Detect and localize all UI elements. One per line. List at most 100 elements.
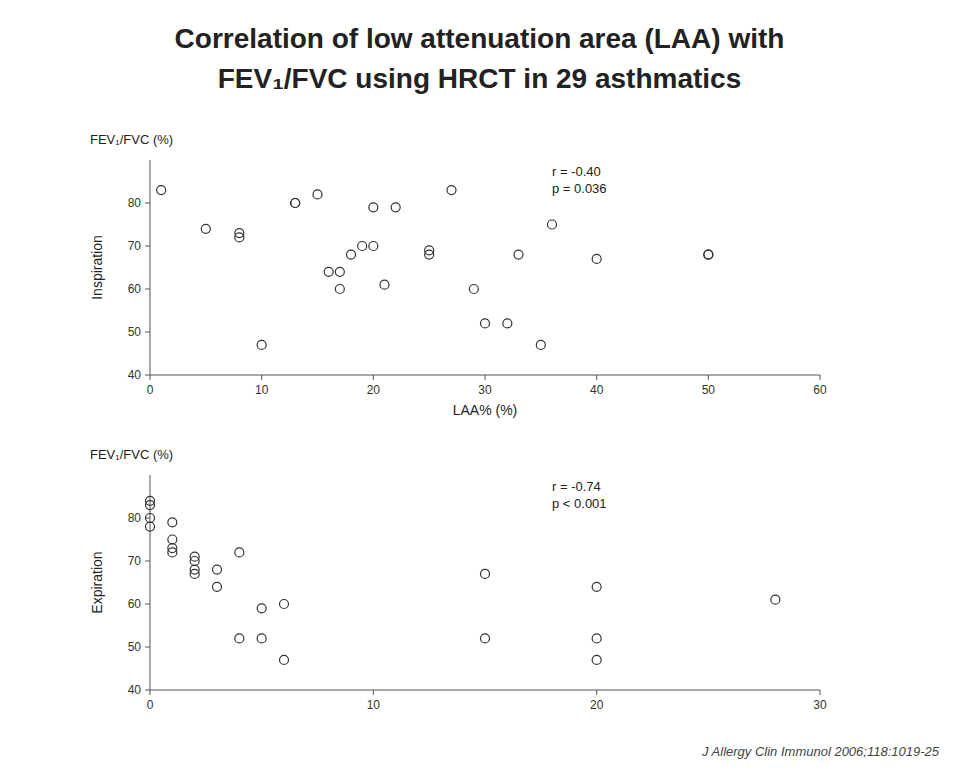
y-axis-line [150,475,151,690]
y-tick [145,561,150,562]
x-tick [373,375,374,380]
y-tick [145,647,150,648]
y-axis-label: Expiration [89,551,105,613]
point [481,569,490,578]
y-tick-label: 80 [128,511,142,525]
point [335,267,344,276]
plot: 01020304050604050607080LAA% (%)Inspirati… [89,132,827,418]
point [447,186,456,195]
plot-title: FEV₁/FVC (%) [90,447,173,462]
x-tick-label: 10 [367,698,381,712]
point [380,280,389,289]
y-axis-line [150,160,151,375]
point [168,535,177,544]
point [592,634,601,643]
y-tick-label: 60 [128,282,142,296]
point [481,319,490,328]
point [369,203,378,212]
point [503,319,512,328]
y-tick-label: 40 [128,683,142,697]
marks [157,186,713,350]
x-axis-label: LAA% (%) [453,402,518,418]
point [280,655,289,664]
point [257,340,266,349]
point [469,285,478,294]
x-tick-label: 0 [147,383,154,397]
title: Correlation of low attenuation area (LAA… [175,23,785,54]
x-axis-line [150,690,820,691]
point [201,224,210,233]
y-tick-label: 70 [128,239,142,253]
annotation: r = -0.40 [552,164,601,179]
point [257,604,266,613]
point [536,340,545,349]
point [324,267,333,276]
citation: J Allergy Clin Immunol 2006;118:1019-25 [701,744,940,759]
x-tick [820,375,821,380]
x-tick-label: 50 [702,383,716,397]
x-tick-label: 30 [478,383,492,397]
x-tick [485,375,486,380]
point [592,655,601,664]
point [190,569,199,578]
plot: 01020304050607080ExpirationFEV₁/FVC (%)r… [89,447,827,712]
y-tick-label: 80 [128,196,142,210]
point [391,203,400,212]
y-tick-label: 50 [128,640,142,654]
x-tick [150,375,151,380]
y-tick [145,203,150,204]
y-tick [145,375,150,376]
point [235,233,244,242]
y-tick-label: 40 [128,368,142,382]
point [358,242,367,251]
marks [146,496,780,664]
x-tick-label: 60 [813,383,827,397]
x-tick [596,375,597,380]
point [235,548,244,557]
point [213,582,222,591]
point [369,242,378,251]
x-tick-label: 40 [590,383,604,397]
point [291,199,300,208]
x-tick-label: 20 [590,698,604,712]
point [704,250,713,259]
y-tick [145,246,150,247]
point [190,557,199,566]
y-tick [145,332,150,333]
y-axis-label: Inspiration [89,235,105,300]
x-tick [261,375,262,380]
annotation: p < 0.001 [552,496,607,511]
point [548,220,557,229]
point [592,582,601,591]
x-tick [708,375,709,380]
y-tick [145,604,150,605]
point [146,514,155,523]
chart-root: Correlation of low attenuation area (LAA… [0,0,959,770]
point [425,250,434,259]
plot-title: FEV₁/FVC (%) [90,132,173,147]
point [146,501,155,510]
point [235,634,244,643]
point [704,250,713,259]
point [335,285,344,294]
point [592,254,601,263]
point [157,186,166,195]
x-tick [596,690,597,695]
x-tick-label: 0 [147,698,154,712]
subtitle: FEV₁/FVC using HRCT in 29 asthmatics [218,63,741,94]
y-tick [145,690,150,691]
annotation: p = 0.036 [552,181,607,196]
background [0,0,959,770]
point [257,634,266,643]
point [514,250,523,259]
point [168,548,177,557]
point [481,634,490,643]
y-tick [145,289,150,290]
point [347,250,356,259]
x-tick [373,690,374,695]
x-tick-label: 10 [255,383,269,397]
x-tick-label: 30 [813,698,827,712]
x-tick [820,690,821,695]
point [771,595,780,604]
annotation: r = -0.74 [552,479,601,494]
